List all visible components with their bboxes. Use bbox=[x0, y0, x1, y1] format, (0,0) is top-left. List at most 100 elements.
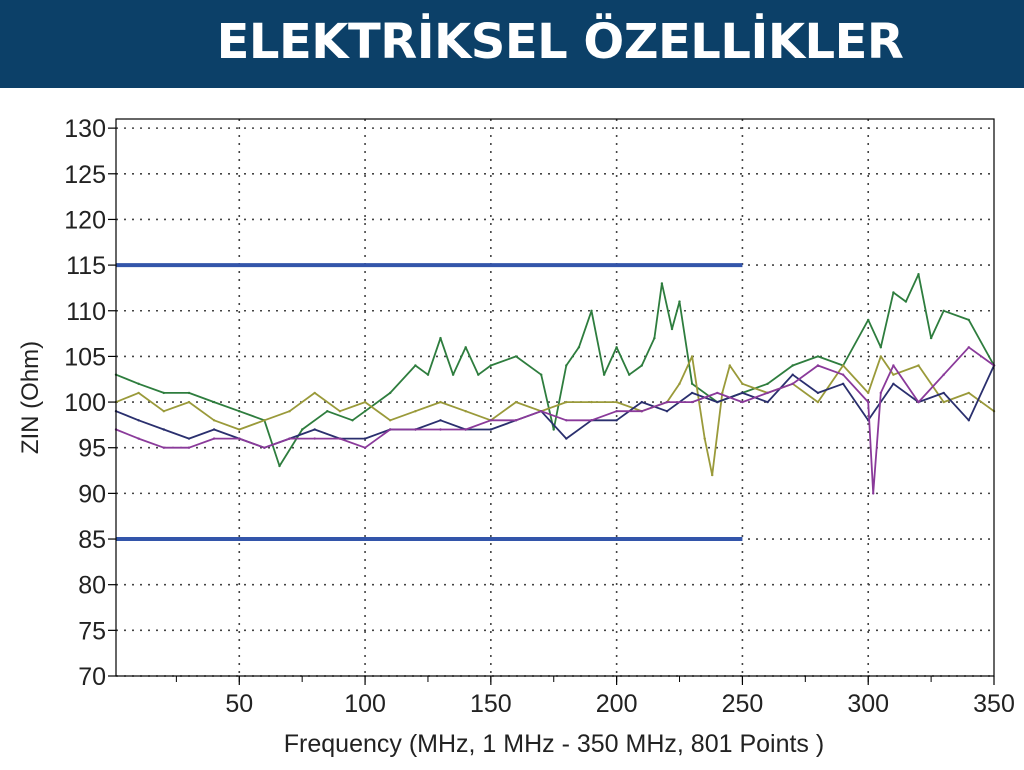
series-4-point bbox=[879, 391, 882, 395]
series-4-point bbox=[841, 373, 845, 376]
series-2-point bbox=[816, 400, 820, 404]
series-3-point bbox=[640, 400, 643, 404]
series-2-point bbox=[711, 473, 714, 477]
series-1-point bbox=[414, 364, 417, 367]
series-2-point bbox=[678, 382, 681, 385]
series-2-point bbox=[741, 382, 744, 385]
series-4-point bbox=[892, 364, 895, 367]
x-tick-label: 200 bbox=[596, 690, 638, 718]
series-1-point bbox=[212, 400, 216, 404]
series-1-point bbox=[351, 419, 354, 422]
y-tick-label: 115 bbox=[66, 252, 106, 280]
series-4-point bbox=[439, 428, 442, 431]
series-1-point bbox=[766, 382, 769, 385]
y-tick-label: 110 bbox=[66, 298, 106, 326]
series-4-point bbox=[514, 419, 518, 422]
series-3-point bbox=[791, 373, 794, 376]
series-2-point bbox=[439, 400, 442, 404]
series-2-point bbox=[464, 410, 467, 413]
chart-grid bbox=[116, 119, 994, 677]
series-4-point bbox=[590, 419, 593, 422]
series-1-point bbox=[640, 364, 643, 367]
series-4-point bbox=[816, 364, 820, 367]
series-3-point bbox=[489, 428, 492, 431]
series-1-point bbox=[514, 355, 518, 358]
series-2-point bbox=[212, 419, 216, 422]
series-4-point bbox=[338, 437, 342, 440]
series-3-point bbox=[439, 419, 442, 422]
series-2-point bbox=[967, 391, 970, 395]
y-tick-label: 75 bbox=[78, 617, 106, 645]
x-tick-label: 300 bbox=[847, 690, 889, 718]
series-4-point bbox=[162, 446, 165, 449]
series-2-point bbox=[615, 400, 618, 404]
series-line-1 bbox=[115, 273, 995, 467]
series-1-point bbox=[660, 282, 664, 285]
series-3-point bbox=[766, 400, 769, 404]
series-2-point bbox=[313, 391, 316, 395]
x-axis-label: Frequency (MHz, 1 MHz - 350 MHz, 801 Poi… bbox=[284, 730, 824, 758]
series-1-point bbox=[326, 410, 329, 413]
series-4-point bbox=[363, 446, 367, 449]
series-4-point bbox=[615, 410, 618, 413]
series-1-point bbox=[540, 373, 543, 376]
series-4-point bbox=[942, 373, 945, 376]
series-1-point bbox=[942, 309, 945, 312]
series-3-point bbox=[716, 400, 719, 404]
series-1-point bbox=[363, 410, 367, 413]
y-tick-label: 120 bbox=[64, 206, 106, 234]
series-line-4 bbox=[115, 346, 995, 495]
series-3-point bbox=[967, 419, 970, 422]
series-2-point bbox=[514, 400, 518, 404]
series-1-point bbox=[137, 382, 140, 385]
series-4-point bbox=[867, 400, 870, 404]
page-title: ELEKTRİKSEL ÖZELLİKLER bbox=[216, 14, 904, 70]
series-2-point bbox=[721, 391, 724, 395]
series-1-point bbox=[615, 346, 618, 349]
y-tick-label: 80 bbox=[78, 572, 106, 600]
series-3-point bbox=[313, 428, 316, 431]
y-tick-label: 85 bbox=[78, 526, 106, 554]
series-1-point bbox=[602, 373, 606, 376]
series-2-point bbox=[703, 437, 706, 440]
series-4-point bbox=[872, 492, 875, 495]
y-axis: 70 75 80 85 90 95 100 105 110 115 120 125 130 bbox=[64, 115, 116, 691]
series-1-point bbox=[628, 373, 631, 376]
series-1-point bbox=[967, 318, 970, 322]
series-4-point bbox=[665, 400, 669, 404]
series-1-point bbox=[162, 391, 165, 395]
series-2-point bbox=[892, 373, 895, 376]
series-2-point bbox=[238, 428, 241, 431]
series-1-point bbox=[590, 309, 593, 312]
series-4-point bbox=[540, 410, 543, 413]
series-2-point bbox=[690, 355, 694, 358]
series-3-point bbox=[816, 391, 820, 395]
series-1-point bbox=[451, 373, 455, 376]
series-4-point bbox=[741, 400, 744, 404]
series-4-point bbox=[238, 437, 241, 440]
series-4-point bbox=[137, 437, 140, 440]
series-4-point bbox=[640, 410, 643, 413]
y-tick-label: 100 bbox=[64, 389, 106, 417]
series-4-point bbox=[313, 437, 316, 440]
x-tick-label: 150 bbox=[470, 690, 512, 718]
series-3-point bbox=[162, 428, 165, 431]
series-1-point bbox=[426, 373, 430, 376]
y-tick-label: 95 bbox=[78, 435, 106, 463]
x-tick-label: 350 bbox=[973, 690, 1015, 718]
series-2-point bbox=[288, 410, 291, 413]
x-tick-label: 100 bbox=[344, 690, 386, 718]
series-2-point bbox=[338, 410, 342, 413]
series-4-point bbox=[791, 382, 794, 385]
series-2-point bbox=[187, 400, 191, 404]
series-4-point bbox=[690, 400, 694, 404]
series-4-point bbox=[565, 419, 568, 422]
series-2-point bbox=[162, 410, 165, 413]
chart-series bbox=[114, 273, 996, 495]
series-3-point bbox=[137, 419, 140, 422]
series-4-point bbox=[967, 346, 970, 349]
series-1-point bbox=[389, 391, 392, 395]
series-2-point bbox=[263, 419, 266, 422]
series-1-point bbox=[690, 382, 694, 385]
title-banner: ELEKTRİKSEL ÖZELLİKLER bbox=[0, 0, 1024, 88]
